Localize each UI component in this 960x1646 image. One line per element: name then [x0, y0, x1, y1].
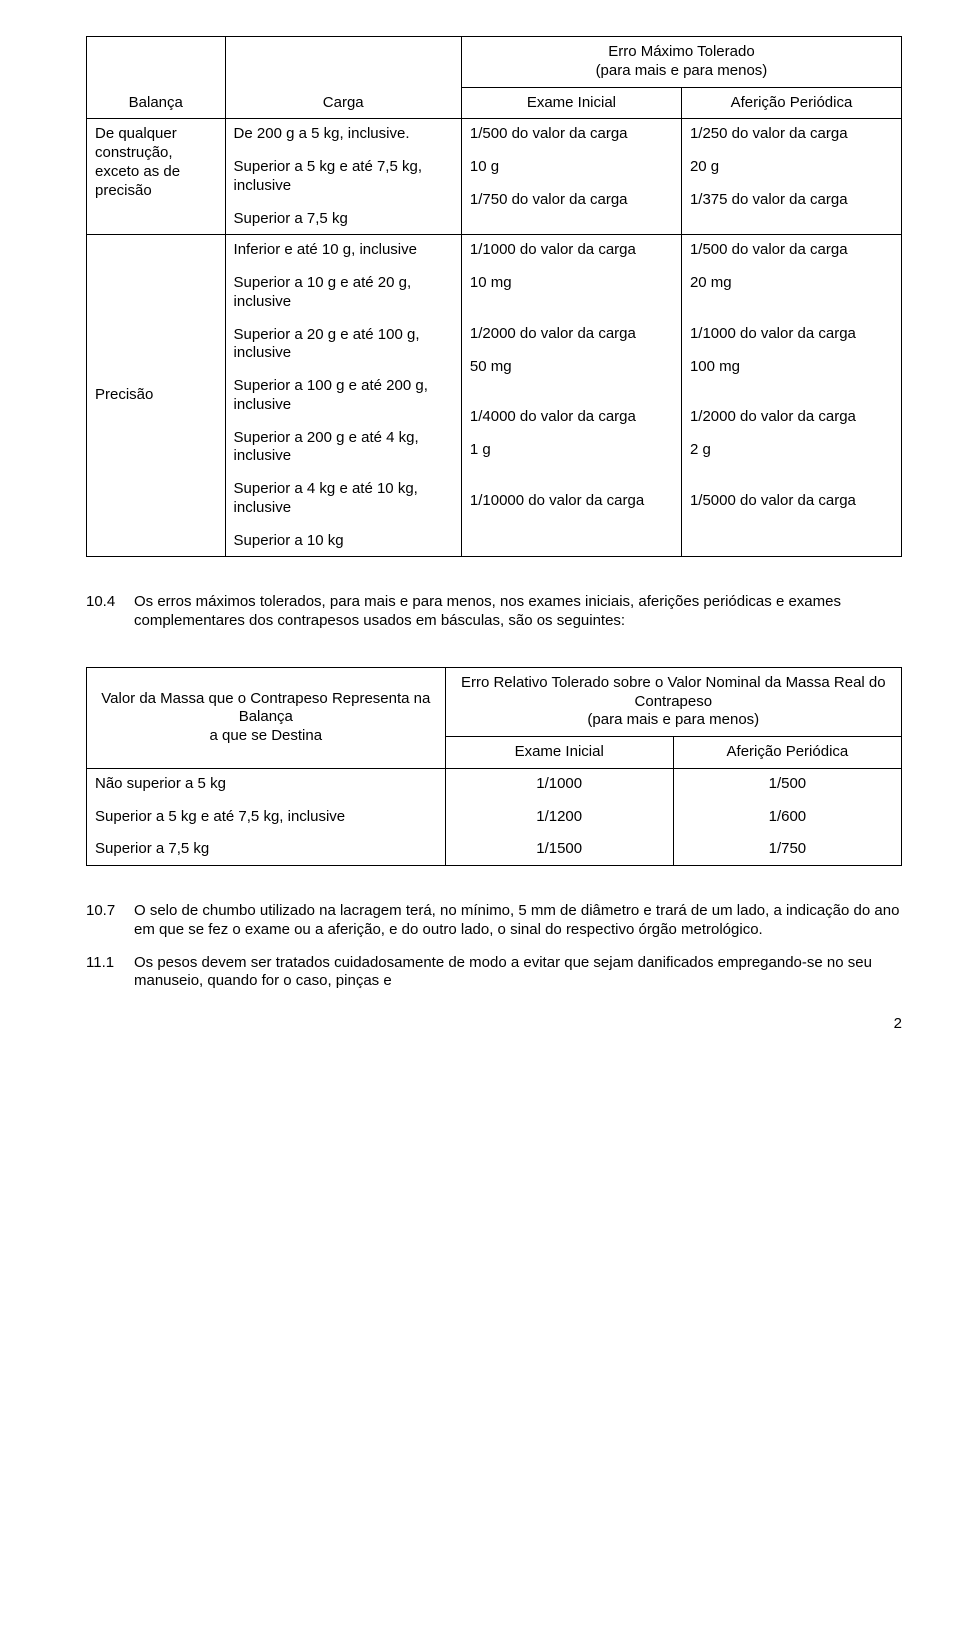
cell-afericao: 1/250 do valor da carga 20 g 1/375 do va…: [681, 119, 901, 235]
afericao-value: 100 mg: [690, 358, 893, 377]
tolerance-table-2: Valor da Massa que o Contrapeso Represen…: [86, 667, 902, 866]
col-header-exame: Exame Inicial: [461, 87, 681, 119]
table-row: Precisão Inferior e até 10 g, inclusive …: [87, 235, 902, 557]
afericao-value: 1/500: [682, 775, 893, 794]
exame-value: 1 g: [470, 441, 673, 460]
afericao-value: 1/5000 do valor da carga: [690, 492, 893, 511]
afericao-value: 20 g: [690, 158, 893, 177]
exame-value: 1/1500: [454, 840, 665, 859]
cell-carga: De 200 g a 5 kg, inclusive. Superior a 5…: [225, 119, 461, 235]
cell-labels: Não superior a 5 kg Superior a 5 kg e at…: [87, 768, 446, 865]
cell-afericao: 1/500 1/600 1/750: [673, 768, 901, 865]
col-header-valor: Valor da Massa que o Contrapeso Represen…: [87, 667, 446, 768]
col-header-afericao: Aferição Periódica: [681, 87, 901, 119]
table-row: Não superior a 5 kg Superior a 5 kg e at…: [87, 768, 902, 865]
cell-afericao: 1/500 do valor da carga 20 mg 1/1000 do …: [681, 235, 901, 557]
carga-item: Superior a 200 g e até 4 kg, inclusive: [234, 429, 453, 467]
exame-value: 1/1000: [454, 775, 665, 794]
page-number: 2: [86, 1015, 902, 1034]
paragraph-11-1: 11.1 Os pesos devem ser tratados cuidado…: [86, 954, 902, 992]
carga-item: Superior a 4 kg e até 10 kg, inclusive: [234, 480, 453, 518]
afericao-value: 20 mg: [690, 274, 893, 293]
exame-value: 1/10000 do valor da carga: [470, 492, 673, 511]
exame-value: 1/2000 do valor da carga: [470, 325, 673, 344]
col-header-afericao: Aferição Periódica: [673, 737, 901, 769]
exame-value: 1/1200: [454, 808, 665, 827]
paragraph-10-4: 10.4 Os erros máximos tolerados, para ma…: [86, 593, 902, 631]
afericao-value: 1/500 do valor da carga: [690, 241, 893, 260]
cell-carga: Inferior e até 10 g, inclusive Superior …: [225, 235, 461, 557]
exame-value: 10 g: [470, 158, 673, 177]
col-header-erro: Erro Máximo Tolerado (para mais e para m…: [461, 37, 901, 88]
carga-item: Superior a 5 kg e até 7,5 kg, inclusive: [234, 158, 453, 196]
col-header-balanca: Balança: [87, 37, 226, 119]
paragraph-number: 11.1: [86, 954, 134, 992]
cell-exame: 1/500 do valor da carga 10 g 1/750 do va…: [461, 119, 681, 235]
carga-item: Superior a 10 kg: [234, 532, 453, 551]
cell-balanca: De qualquer construção, exceto as de pre…: [87, 119, 226, 235]
cell-balanca: Precisão: [87, 235, 226, 557]
afericao-value: 1/600: [682, 808, 893, 827]
exame-value: 50 mg: [470, 358, 673, 377]
afericao-value: 1/375 do valor da carga: [690, 191, 893, 210]
label-item: Superior a 5 kg e até 7,5 kg, inclusive: [95, 808, 437, 827]
exame-value: 1/4000 do valor da carga: [470, 408, 673, 427]
afericao-value: 1/250 do valor da carga: [690, 125, 893, 144]
carga-item: Superior a 20 g e até 100 g, inclusive: [234, 326, 453, 364]
carga-item: Superior a 10 g e até 20 g, inclusive: [234, 274, 453, 312]
cell-exame: 1/1000 do valor da carga 10 mg 1/2000 do…: [461, 235, 681, 557]
col-header-erro: Erro Relativo Tolerado sobre o Valor Nom…: [445, 667, 901, 736]
paragraph-number: 10.4: [86, 593, 134, 631]
afericao-value: 1/750: [682, 840, 893, 859]
paragraph-text: Os pesos devem ser tratados cuidadosamen…: [134, 954, 902, 992]
carga-item: Inferior e até 10 g, inclusive: [234, 241, 453, 260]
afericao-value: 2 g: [690, 441, 893, 460]
exame-value: 1/1000 do valor da carga: [470, 241, 673, 260]
col-header-exame: Exame Inicial: [445, 737, 673, 769]
cell-exame: 1/1000 1/1200 1/1500: [445, 768, 673, 865]
col-header-carga: Carga: [225, 37, 461, 119]
tolerance-table-1: Balança Carga Erro Máximo Tolerado (para…: [86, 36, 902, 557]
label-item: Superior a 7,5 kg: [95, 840, 437, 859]
paragraph-number: 10.7: [86, 902, 134, 940]
label-item: Não superior a 5 kg: [95, 775, 437, 794]
paragraph-text: O selo de chumbo utilizado na lacragem t…: [134, 902, 902, 940]
carga-item: De 200 g a 5 kg, inclusive.: [234, 125, 453, 144]
exame-value: 1/750 do valor da carga: [470, 191, 673, 210]
paragraph-text: Os erros máximos tolerados, para mais e …: [134, 593, 902, 631]
exame-value: 10 mg: [470, 274, 673, 293]
afericao-value: 1/1000 do valor da carga: [690, 325, 893, 344]
paragraph-10-7: 10.7 O selo de chumbo utilizado na lacra…: [86, 902, 902, 940]
carga-item: Superior a 7,5 kg: [234, 210, 453, 229]
carga-item: Superior a 100 g e até 200 g, inclusive: [234, 377, 453, 415]
exame-value: 1/500 do valor da carga: [470, 125, 673, 144]
afericao-value: 1/2000 do valor da carga: [690, 408, 893, 427]
table-row: De qualquer construção, exceto as de pre…: [87, 119, 902, 235]
